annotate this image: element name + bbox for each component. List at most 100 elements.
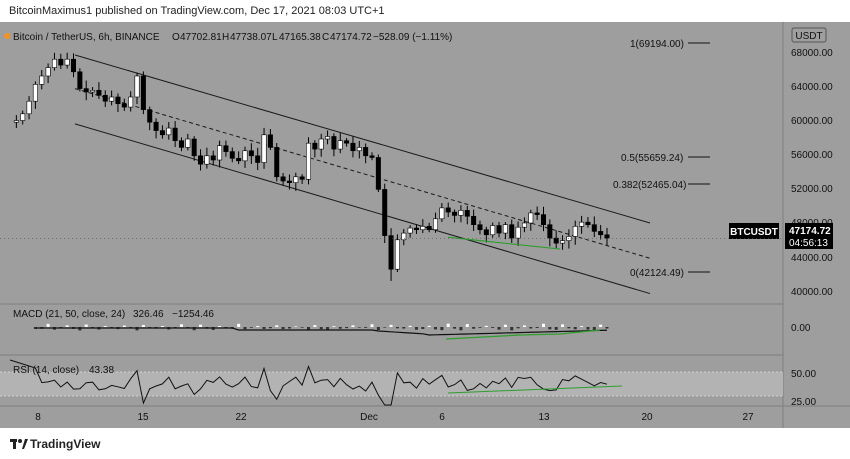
macd-bar bbox=[408, 325, 412, 327]
candle-down bbox=[102, 95, 108, 102]
currency-badge[interactable] bbox=[791, 27, 827, 43]
macd-bar bbox=[459, 327, 463, 331]
macd-bar bbox=[535, 327, 539, 328]
macd-bar bbox=[59, 327, 63, 328]
candle-up bbox=[394, 239, 400, 270]
price-pane[interactable] bbox=[0, 52, 783, 295]
candle-down bbox=[191, 138, 197, 157]
legend-h-label: H bbox=[222, 32, 229, 43]
rsi-axis-tick: 50.00 bbox=[791, 369, 816, 380]
macd-bar bbox=[78, 327, 82, 331]
candle-down bbox=[280, 176, 286, 182]
candle-down bbox=[96, 89, 102, 96]
candle-up bbox=[32, 84, 38, 102]
candle-down bbox=[350, 142, 356, 152]
macd-bar bbox=[199, 324, 203, 327]
candle-down bbox=[464, 210, 470, 217]
macd-bar bbox=[427, 325, 431, 327]
candle-down bbox=[255, 155, 261, 163]
fib-label-0-5: 0.5(55659.24) bbox=[621, 153, 683, 164]
candle-down bbox=[299, 176, 305, 180]
candle-down bbox=[477, 224, 483, 231]
candle-down bbox=[248, 150, 254, 157]
macd-bar bbox=[516, 327, 520, 329]
macd-bar bbox=[338, 327, 342, 329]
candle-down bbox=[509, 224, 515, 239]
candle-up bbox=[502, 224, 508, 234]
time-label: Dec bbox=[360, 412, 378, 423]
macd-bar bbox=[287, 327, 291, 329]
candle-up bbox=[128, 96, 134, 108]
macd-bar bbox=[453, 327, 457, 329]
support-trendline bbox=[447, 236, 561, 250]
candle-up bbox=[13, 120, 19, 123]
rsi-line bbox=[9, 359, 608, 406]
candle-down bbox=[172, 127, 178, 141]
candle-up bbox=[528, 212, 534, 224]
candle-down bbox=[147, 109, 153, 123]
macd-bar bbox=[319, 327, 323, 330]
macd-bar bbox=[370, 324, 374, 327]
candle-down bbox=[58, 58, 64, 66]
candle-up bbox=[20, 113, 26, 121]
time-axis[interactable]: 8 15 22 Dec 6 13 20 27 bbox=[0, 405, 850, 423]
chart-svg[interactable]: Bitcoin / TetherUS, 6h, BINANCE O 47702.… bbox=[0, 22, 850, 428]
macd-bar bbox=[484, 325, 488, 327]
candle-down bbox=[267, 134, 273, 148]
candle-down bbox=[363, 147, 369, 157]
candle-up bbox=[39, 75, 45, 85]
macd-bar bbox=[503, 324, 507, 327]
fib-label-1: 1(69194.00) bbox=[630, 39, 684, 50]
candle-down bbox=[229, 151, 235, 159]
macd-bar bbox=[580, 326, 584, 327]
candle-down bbox=[178, 140, 184, 148]
legend: Bitcoin / TetherUS, 6h, BINANCE O 47702.… bbox=[4, 32, 452, 43]
macd-bar bbox=[332, 326, 336, 327]
candle-up bbox=[325, 136, 331, 140]
macd-bar bbox=[465, 324, 469, 327]
macd-bar bbox=[446, 323, 450, 327]
time-label: 6 bbox=[439, 412, 445, 423]
macd-bar bbox=[192, 327, 196, 331]
candle-up bbox=[242, 150, 248, 162]
currency-label: USDT bbox=[795, 31, 822, 42]
macd-pane[interactable]: MACD (21, 50, close, 24) 326.46 −1254.46… bbox=[13, 309, 811, 340]
candle-down bbox=[426, 226, 432, 231]
macd-bar bbox=[148, 327, 152, 328]
macd-bar bbox=[554, 327, 558, 330]
macd-bar bbox=[567, 327, 571, 329]
published-line: BitcoinMaximus1 published on TradingView… bbox=[9, 5, 385, 17]
footer-brand: TradingView bbox=[30, 437, 101, 451]
candle-up bbox=[458, 210, 464, 216]
candle-down bbox=[115, 96, 121, 105]
publish-bar: BitcoinMaximus1 published on TradingView… bbox=[0, 0, 850, 22]
candle-down bbox=[140, 75, 146, 110]
price-tick: 40000.00 bbox=[791, 287, 833, 298]
candle-up bbox=[356, 147, 362, 152]
candle-down bbox=[452, 211, 458, 216]
candle-up bbox=[337, 140, 343, 150]
macd-bar bbox=[389, 324, 393, 327]
macd-bar bbox=[103, 325, 107, 327]
macd-value-1: 326.46 bbox=[133, 309, 164, 320]
channel-lower-line bbox=[74, 123, 651, 295]
candle-down bbox=[210, 155, 216, 161]
macd-axis-tick: 0.00 bbox=[791, 323, 811, 334]
candle-down bbox=[375, 157, 381, 190]
macd-bar bbox=[218, 325, 222, 327]
candle-down bbox=[604, 234, 610, 239]
candle-down bbox=[471, 215, 477, 225]
channel-mid-line bbox=[74, 88, 651, 259]
price-axis[interactable]: USDT 68000.00 64000.00 60000.00 56000.00… bbox=[729, 22, 850, 428]
time-label: 20 bbox=[641, 412, 653, 423]
rsi-pane[interactable]: RSI (14, close) 43.38 50.00 25.00 bbox=[0, 359, 816, 408]
legend-close: 47174.72 bbox=[330, 32, 372, 43]
macd-bar bbox=[472, 327, 476, 329]
macd-bar bbox=[262, 327, 266, 329]
candle-down bbox=[331, 136, 337, 150]
macd-bar bbox=[402, 327, 406, 329]
chart-area[interactable]: Bitcoin / TetherUS, 6h, BINANCE O 47702.… bbox=[0, 22, 850, 428]
macd-bar bbox=[548, 327, 552, 330]
legend-l-label: L bbox=[272, 32, 278, 43]
bitcoin-icon bbox=[4, 33, 10, 39]
